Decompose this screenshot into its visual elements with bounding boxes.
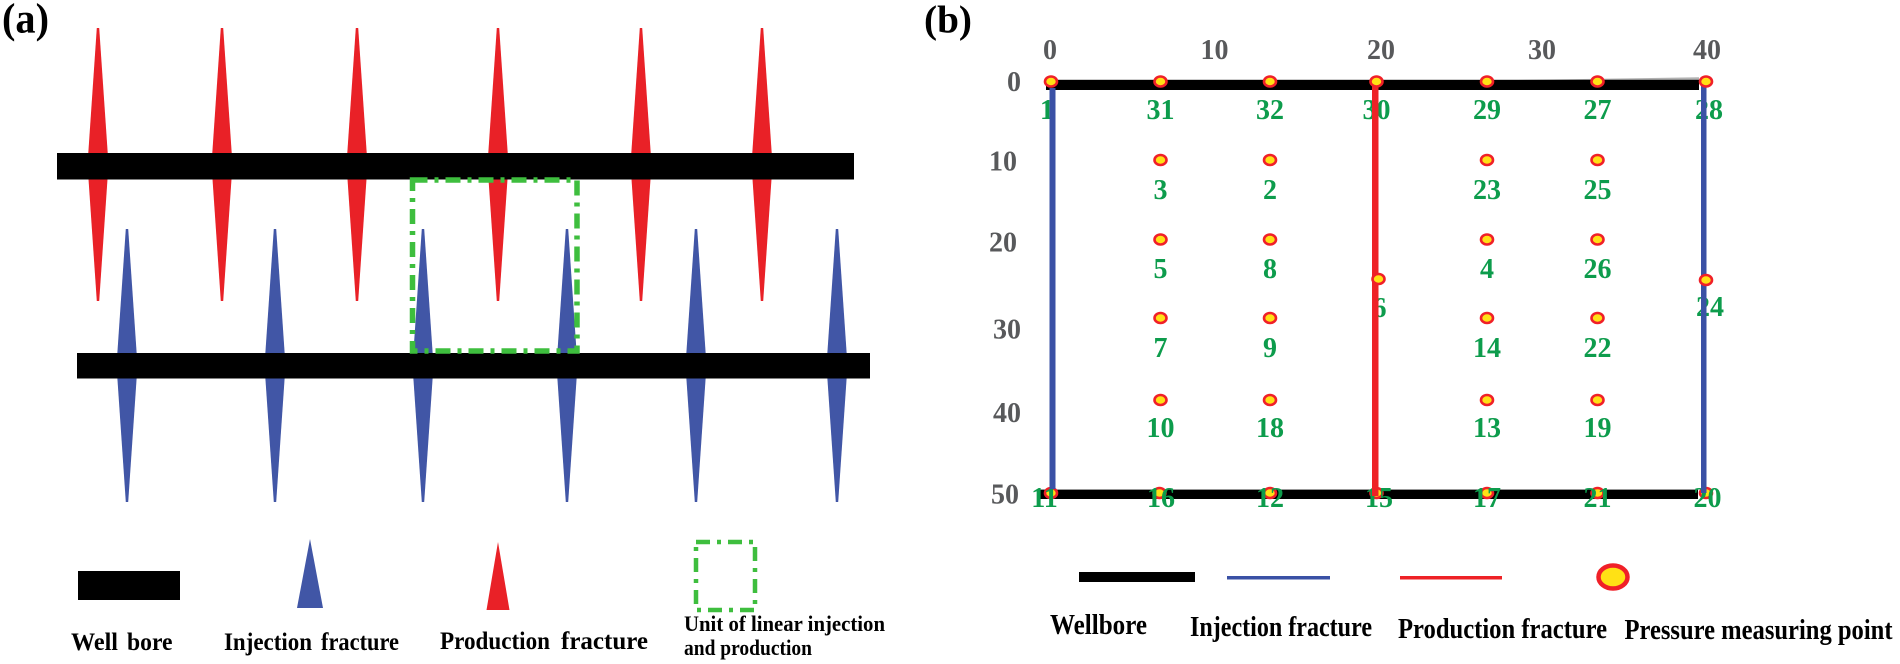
svg-text:18: 18 xyxy=(1256,413,1284,444)
svg-text:14: 14 xyxy=(1473,333,1501,364)
svg-text:0: 0 xyxy=(1043,35,1057,66)
svg-text:26: 26 xyxy=(1584,254,1612,285)
svg-text:2: 2 xyxy=(1263,175,1277,206)
svg-text:30: 30 xyxy=(993,315,1021,346)
svg-text:7: 7 xyxy=(1154,333,1168,364)
svg-text:19: 19 xyxy=(1584,413,1612,444)
svg-text:20: 20 xyxy=(1694,483,1722,514)
svg-text:Wellbore: Wellbore xyxy=(1050,610,1147,641)
svg-text:13: 13 xyxy=(1473,413,1501,444)
svg-text:16: 16 xyxy=(1147,483,1175,514)
svg-text:(b): (b) xyxy=(924,0,972,42)
svg-text:29: 29 xyxy=(1473,95,1501,126)
svg-text:0: 0 xyxy=(1007,67,1021,98)
svg-text:Well: Well xyxy=(71,629,118,656)
svg-text:Unit of linear injection: Unit of linear injection xyxy=(684,611,885,636)
svg-text:10: 10 xyxy=(989,147,1017,178)
svg-text:12: 12 xyxy=(1256,483,1284,514)
svg-text:28: 28 xyxy=(1695,95,1723,126)
svg-text:24: 24 xyxy=(1696,292,1724,323)
svg-text:5: 5 xyxy=(1154,254,1168,285)
svg-text:31: 31 xyxy=(1147,95,1175,126)
svg-text:22: 22 xyxy=(1584,333,1612,364)
svg-text:bore: bore xyxy=(127,629,173,656)
svg-text:25: 25 xyxy=(1584,175,1612,206)
svg-text:15: 15 xyxy=(1365,483,1393,514)
svg-text:17: 17 xyxy=(1473,483,1501,514)
svg-text:Production fracture: Production fracture xyxy=(1398,614,1607,645)
svg-text:8: 8 xyxy=(1263,254,1277,285)
svg-text:21: 21 xyxy=(1584,483,1612,514)
svg-text:(a): (a) xyxy=(2,0,49,43)
svg-text:32: 32 xyxy=(1256,95,1284,126)
svg-text:fracture: fracture xyxy=(321,629,399,656)
svg-text:Production: Production xyxy=(440,628,550,655)
svg-text:Injection fracture: Injection fracture xyxy=(1190,612,1372,643)
svg-text:27: 27 xyxy=(1584,95,1612,126)
svg-text:30: 30 xyxy=(1528,35,1556,66)
svg-text:10: 10 xyxy=(1201,35,1229,66)
svg-text:40: 40 xyxy=(993,398,1021,429)
svg-text:Injection: Injection xyxy=(224,629,312,656)
svg-text:4: 4 xyxy=(1480,254,1494,285)
svg-text:Pressure measuring point: Pressure measuring point xyxy=(1625,615,1894,646)
svg-text:20: 20 xyxy=(1367,35,1395,66)
svg-text:10: 10 xyxy=(1147,413,1175,444)
svg-text:40: 40 xyxy=(1693,35,1721,66)
svg-text:3: 3 xyxy=(1154,175,1168,206)
svg-text:20: 20 xyxy=(989,228,1017,259)
svg-text:23: 23 xyxy=(1473,175,1501,206)
svg-text:9: 9 xyxy=(1263,333,1277,364)
svg-text:fracture: fracture xyxy=(561,628,648,655)
svg-text:50: 50 xyxy=(991,480,1019,511)
svg-text:and production: and production xyxy=(684,635,812,660)
